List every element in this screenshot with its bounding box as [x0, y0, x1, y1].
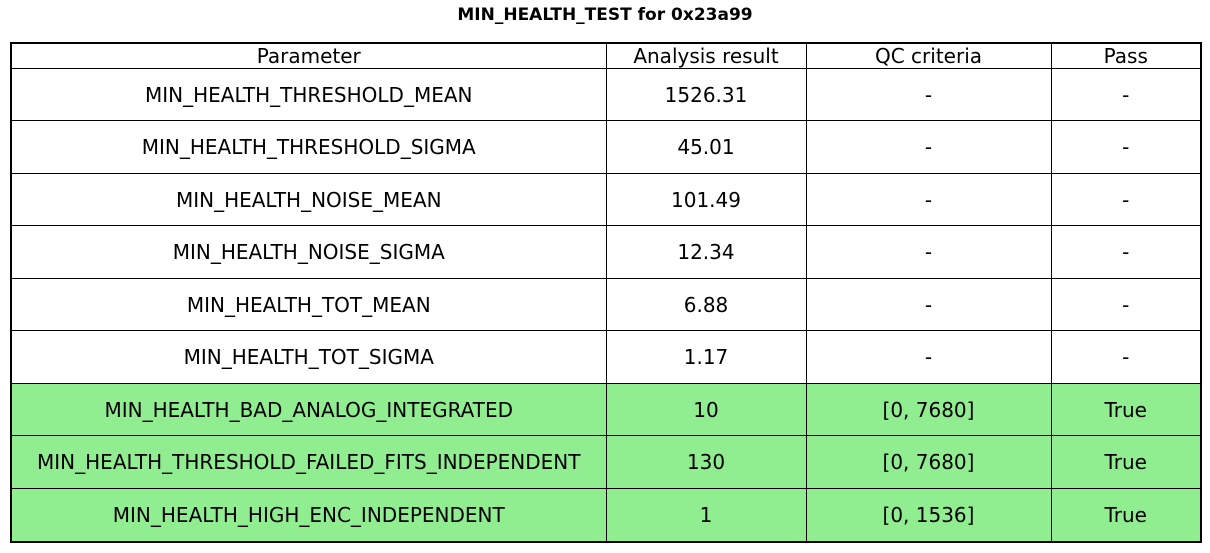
parameter-cell: MIN_HEALTH_TOT_SIGMA [10, 330, 607, 384]
pass-cell: - [1050, 67, 1202, 122]
table-row: MIN_HEALTH_HIGH_ENC_INDEPENDENT 1 [0, 15… [10, 487, 1202, 543]
column-header-pass: Pass [1050, 42, 1202, 69]
table-row: MIN_HEALTH_TOT_SIGMA 1.17 - - [10, 330, 1202, 384]
table-row: MIN_HEALTH_THRESHOLD_FAILED_FITS_INDEPEN… [10, 435, 1202, 489]
criteria-cell: - [805, 330, 1052, 384]
result-cell: 130 [605, 435, 807, 489]
criteria-cell: [0, 7680] [805, 435, 1052, 489]
parameter-cell: MIN_HEALTH_THRESHOLD_FAILED_FITS_INDEPEN… [10, 435, 607, 489]
criteria-cell: - [805, 277, 1052, 332]
result-cell: 1 [605, 487, 807, 543]
column-header-qc-criteria: QC criteria [805, 42, 1052, 69]
qc-results-table: Parameter Analysis result QC criteria Pa… [10, 42, 1202, 543]
result-cell: 101.49 [605, 172, 807, 227]
table-row: MIN_HEALTH_NOISE_MEAN 101.49 - - [10, 172, 1202, 227]
table-row: MIN_HEALTH_THRESHOLD_MEAN 1526.31 - - [10, 67, 1202, 122]
table-row: MIN_HEALTH_TOT_MEAN 6.88 - - [10, 277, 1202, 332]
criteria-cell: [0, 7680] [805, 382, 1052, 437]
result-cell: 1526.31 [605, 67, 807, 122]
table-header-row: Parameter Analysis result QC criteria Pa… [10, 42, 1202, 69]
column-header-parameter: Parameter [10, 42, 607, 69]
column-header-analysis-result: Analysis result [605, 42, 807, 69]
pass-cell: - [1050, 225, 1202, 279]
parameter-cell: MIN_HEALTH_BAD_ANALOG_INTEGRATED [10, 382, 607, 437]
parameter-cell: MIN_HEALTH_HIGH_ENC_INDEPENDENT [10, 487, 607, 543]
criteria-cell: [0, 1536] [805, 487, 1052, 543]
result-cell: 45.01 [605, 120, 807, 174]
pass-cell: - [1050, 330, 1202, 384]
criteria-cell: - [805, 120, 1052, 174]
pass-cell: - [1050, 120, 1202, 174]
result-cell: 12.34 [605, 225, 807, 279]
page-title: MIN_HEALTH_TEST for 0x23a99 [457, 5, 753, 25]
parameter-cell: MIN_HEALTH_NOISE_SIGMA [10, 225, 607, 279]
parameter-cell: MIN_HEALTH_THRESHOLD_SIGMA [10, 120, 607, 174]
table-row: MIN_HEALTH_NOISE_SIGMA 12.34 - - [10, 225, 1202, 279]
result-cell: 1.17 [605, 330, 807, 384]
criteria-cell: - [805, 67, 1052, 122]
criteria-cell: - [805, 172, 1052, 227]
pass-cell: - [1050, 172, 1202, 227]
table-row: MIN_HEALTH_THRESHOLD_SIGMA 45.01 - - [10, 120, 1202, 174]
pass-cell: True [1050, 435, 1202, 489]
parameter-cell: MIN_HEALTH_NOISE_MEAN [10, 172, 607, 227]
result-cell: 10 [605, 382, 807, 437]
pass-cell: True [1050, 382, 1202, 437]
table-row: MIN_HEALTH_BAD_ANALOG_INTEGRATED 10 [0, … [10, 382, 1202, 437]
pass-cell: True [1050, 487, 1202, 543]
parameter-cell: MIN_HEALTH_TOT_MEAN [10, 277, 607, 332]
criteria-cell: - [805, 225, 1052, 279]
parameter-cell: MIN_HEALTH_THRESHOLD_MEAN [10, 67, 607, 122]
result-cell: 6.88 [605, 277, 807, 332]
pass-cell: - [1050, 277, 1202, 332]
